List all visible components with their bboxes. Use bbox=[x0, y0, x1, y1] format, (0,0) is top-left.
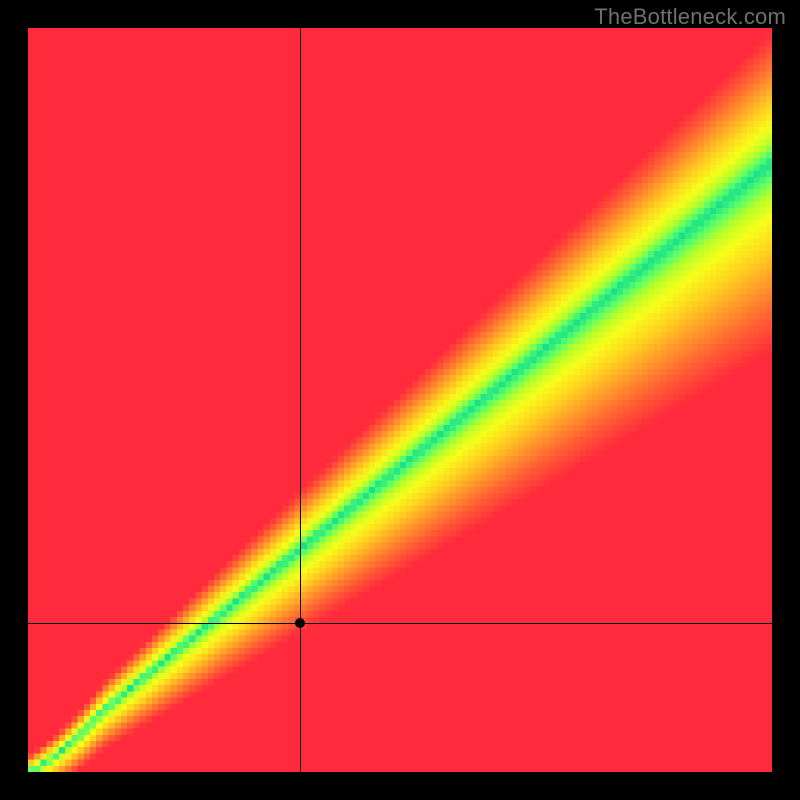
data-point-marker bbox=[295, 618, 305, 628]
crosshair-vertical bbox=[300, 28, 301, 772]
heatmap-plot bbox=[28, 28, 772, 772]
heatmap-canvas bbox=[28, 28, 772, 772]
watermark-text: TheBottleneck.com bbox=[594, 4, 786, 30]
crosshair-horizontal bbox=[28, 623, 772, 624]
